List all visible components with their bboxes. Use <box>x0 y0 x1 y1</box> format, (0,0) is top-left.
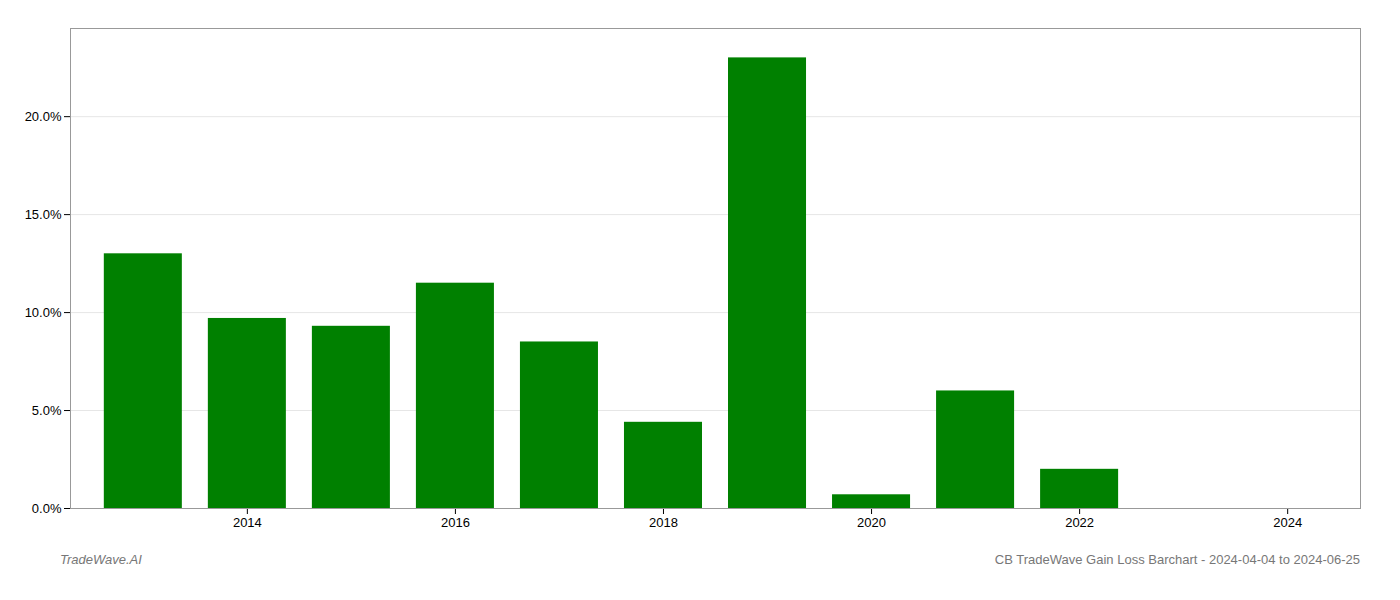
svg-text:10.0%: 10.0% <box>25 305 62 320</box>
svg-text:2016: 2016 <box>441 515 470 530</box>
svg-text:0.0%: 0.0% <box>32 501 62 516</box>
svg-text:15.0%: 15.0% <box>25 207 62 222</box>
svg-text:5.0%: 5.0% <box>32 403 62 418</box>
svg-text:2014: 2014 <box>233 515 262 530</box>
svg-text:2018: 2018 <box>649 515 678 530</box>
svg-text:20.0%: 20.0% <box>25 109 62 124</box>
html-text:CB TradeWave Gain Loss Barchar: CB TradeWave Gain Loss Barchart - 2024-0… <box>994 552 1360 567</box>
svg-text:2020: 2020 <box>857 515 886 530</box>
svg-text:2022: 2022 <box>1065 515 1094 530</box>
svg-text:2024: 2024 <box>1273 515 1302 530</box>
html-text:TradeWave.AI: TradeWave.AI <box>60 552 142 567</box>
